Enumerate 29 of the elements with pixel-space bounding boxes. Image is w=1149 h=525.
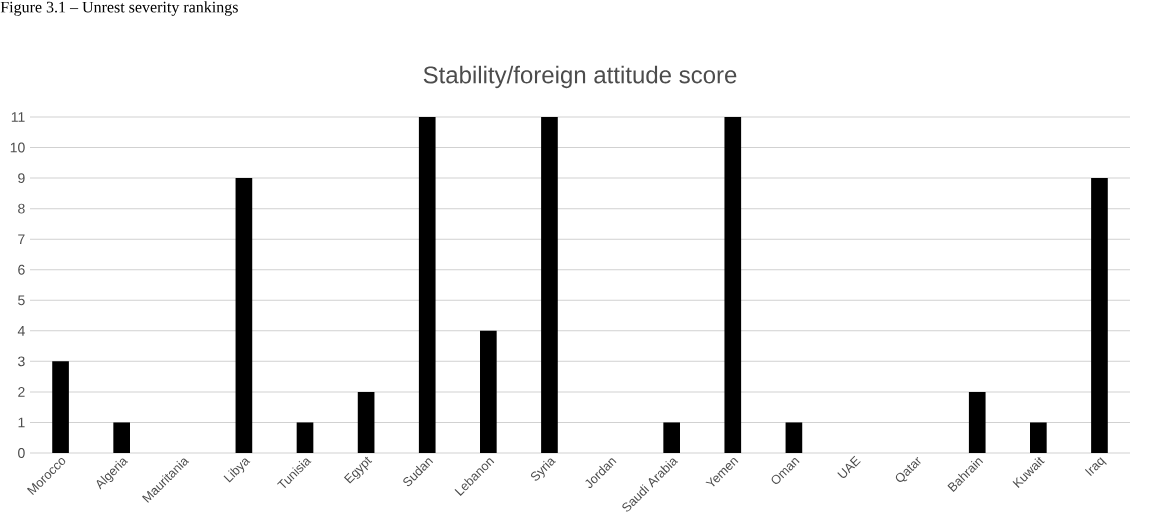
y-tick-label: 0 xyxy=(18,448,25,458)
bar xyxy=(1030,422,1047,453)
bar xyxy=(663,422,681,453)
bar xyxy=(113,422,130,453)
y-tick-label: 5 xyxy=(18,295,25,306)
y-tick-label: 1 xyxy=(18,417,25,428)
bar xyxy=(785,422,803,453)
y-tick-label: 10 xyxy=(10,142,25,153)
y-tick-label: 11 xyxy=(11,112,25,122)
y-tick-label: 8 xyxy=(18,203,25,214)
bar xyxy=(357,391,375,453)
bar xyxy=(296,422,314,453)
bar xyxy=(52,361,69,453)
y-tick-label: 3 xyxy=(18,356,25,367)
bar xyxy=(541,116,558,453)
x-tick-label: Iraq xyxy=(1084,457,1107,477)
caption: Figure 3.1 – Unrest severity rankings xyxy=(0,1,238,16)
bar xyxy=(724,116,742,453)
bar xyxy=(968,391,986,453)
y-tick-label: 2 xyxy=(18,387,25,397)
bar xyxy=(235,178,253,453)
y-tick-label: 6 xyxy=(18,264,25,275)
y-tick-label: 9 xyxy=(18,173,25,184)
bar xyxy=(480,330,497,453)
chart-title: Stability/foreign attitude score xyxy=(423,65,737,89)
y-tick-label: 4 xyxy=(17,326,25,336)
bar xyxy=(1091,178,1108,453)
bar xyxy=(418,116,436,453)
y-tick-label: 7 xyxy=(18,234,25,244)
